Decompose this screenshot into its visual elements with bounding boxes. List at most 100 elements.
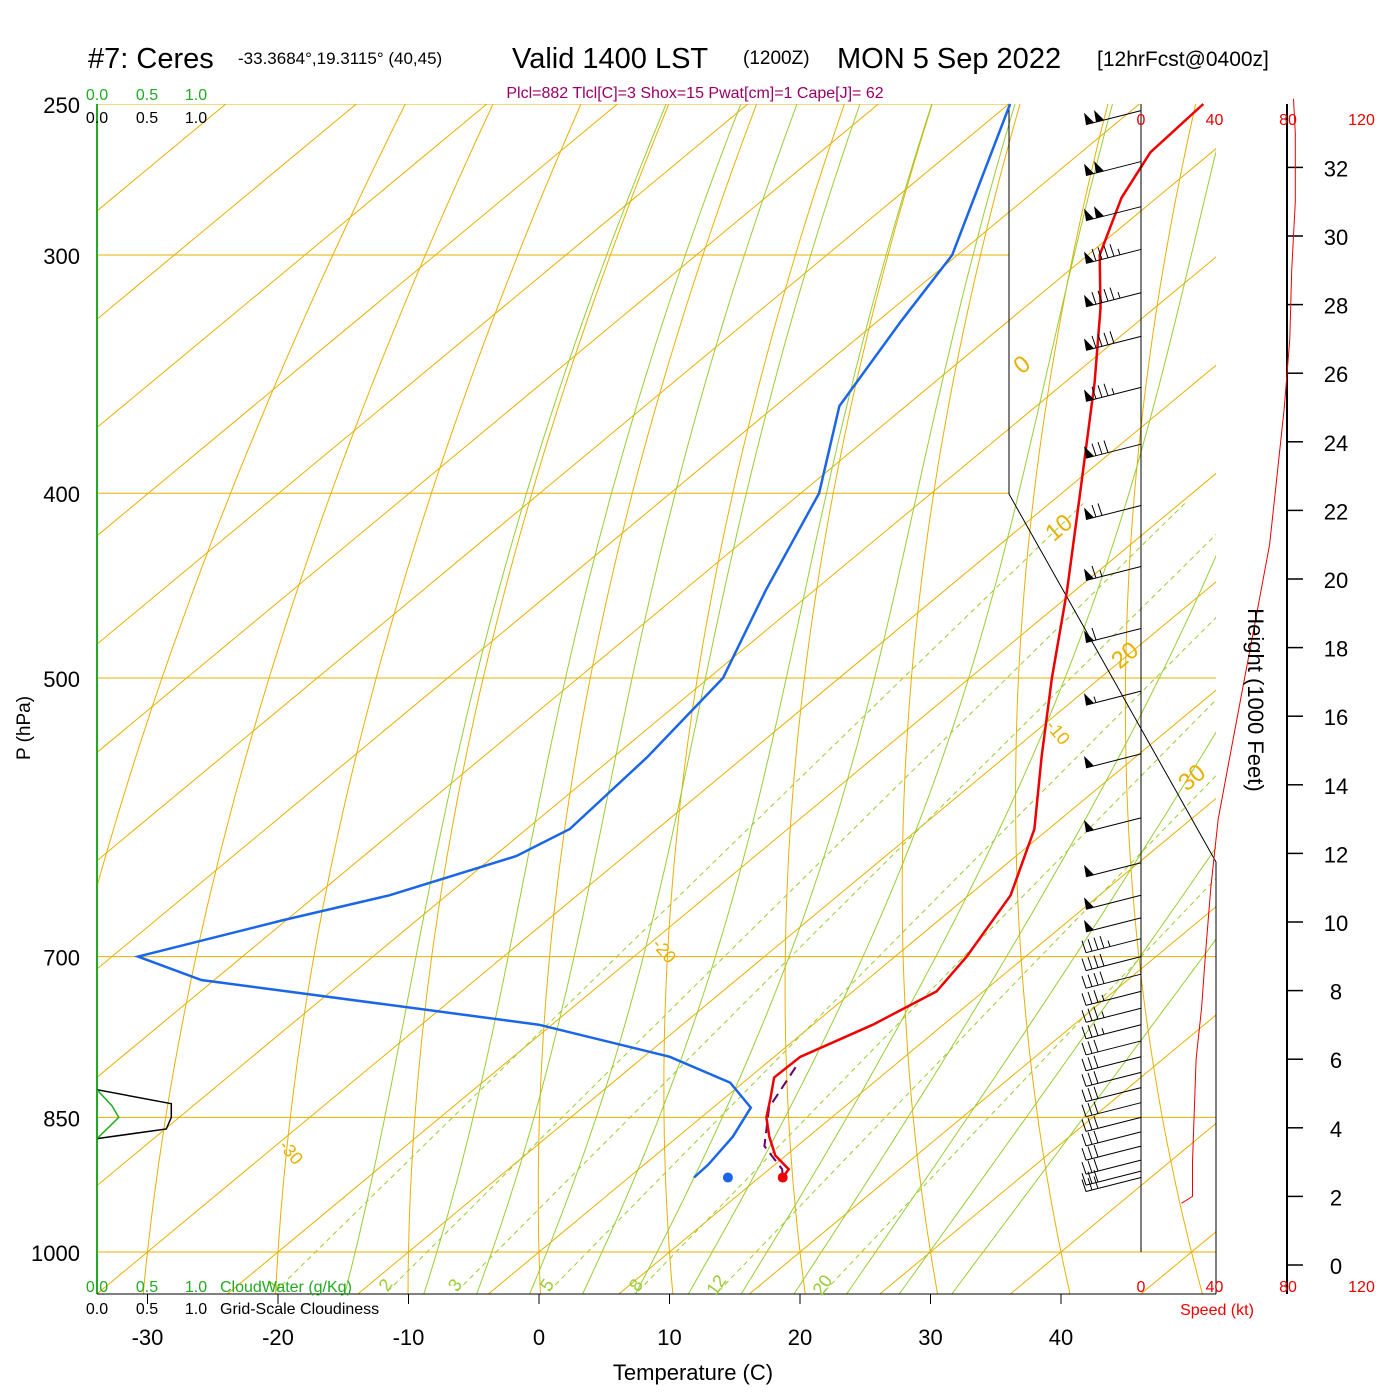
wind-barb-half — [1101, 994, 1105, 1001]
wind-barb-flag — [1084, 568, 1094, 581]
wind-barb-staff — [1085, 938, 1142, 954]
wind-barb — [1081, 1101, 1142, 1118]
wind-barb-full — [1093, 990, 1099, 1003]
wind-barb-flag — [1084, 693, 1094, 706]
wind-barb-full — [1093, 937, 1099, 950]
station-coords: -33.3684°,19.3115° (40,45) — [238, 49, 442, 68]
wind-barb-full — [1081, 940, 1087, 953]
cloudwater-tick-top: 1.0 — [185, 87, 207, 104]
wind-barb-full — [1099, 971, 1105, 984]
cloudiness-tick-top: 1.0 — [185, 110, 207, 127]
wind-barb-half — [1101, 1027, 1105, 1035]
mixing-ratio-label: 12 — [702, 1271, 730, 1299]
wind-barb — [1084, 440, 1142, 459]
wind-barb-staff — [1085, 206, 1142, 222]
isotherm-line — [97, 104, 619, 537]
cloudiness-tick-top: 0.0 — [86, 110, 108, 127]
height-tick-label: 24 — [1324, 431, 1348, 456]
wind-barb-staff — [1085, 990, 1142, 1006]
wind-barb — [1084, 503, 1142, 521]
wind-barb-full — [1099, 935, 1105, 949]
speed-tick-top: 40 — [1206, 112, 1224, 129]
wind-barb-flag — [1084, 251, 1094, 264]
wind-barb-flag — [1084, 819, 1094, 832]
isotherm-line — [97, 256, 1216, 1187]
dry-adiabat-line — [1335, 70, 1400, 1308]
pressure-tick-label: 850 — [43, 1106, 80, 1131]
forecast-label: [12hrFcst@0400z] — [1097, 48, 1269, 71]
valid-time: Valid 1400 LST — [512, 43, 708, 75]
temperature-tick-label: 20 — [788, 1325, 812, 1350]
wind-barb-flag — [1084, 507, 1094, 520]
wind-barb-full — [1087, 1008, 1093, 1021]
wind-barb-staff — [1085, 753, 1142, 769]
temperature-tick-label: -20 — [262, 1325, 294, 1350]
wind-barb-full — [1081, 993, 1087, 1006]
wind-barb-full — [1097, 385, 1103, 398]
wind-barb-staff — [1085, 690, 1142, 706]
isotherm-line — [226, 472, 1216, 1294]
wind-barb-full — [1081, 1179, 1087, 1192]
wind-barb-full — [1087, 1171, 1093, 1184]
temperature-tick-label: 0 — [533, 1325, 545, 1350]
height-tick-label: 32 — [1324, 156, 1348, 181]
cloudiness-profile — [96, 1088, 173, 1140]
wind-barb — [1081, 1130, 1142, 1147]
wind-barb-half — [1107, 940, 1111, 947]
cloudwater-tick-top: 0.5 — [136, 87, 158, 104]
wind-barb-full — [1087, 974, 1093, 987]
pressure-tick-label: 300 — [43, 244, 80, 269]
temperature-trace — [765, 103, 1205, 1179]
wind-barb-staff — [1085, 161, 1142, 177]
wind-barb — [1084, 627, 1142, 644]
wind-barb-staff — [1085, 1145, 1142, 1161]
wind-barb-full — [1093, 1101, 1099, 1114]
moist-adiabat-line — [529, 104, 861, 1294]
wind-barb-flag — [1094, 206, 1104, 219]
wind-barb-full — [1081, 976, 1087, 989]
height-tick-label: 16 — [1324, 705, 1348, 730]
wind-barb-full — [1093, 1086, 1099, 1099]
wind-barb-staff — [1085, 1007, 1142, 1023]
wind-barb-full — [1093, 955, 1099, 968]
isotherm-line — [1254, 70, 1400, 1308]
wind-barb-full — [1093, 1158, 1099, 1172]
wind-barb-full — [1097, 503, 1103, 516]
wind-barb-full — [1081, 1173, 1087, 1186]
mixing-ratio-line — [453, 533, 1216, 1294]
wind-barb-staff — [1085, 1102, 1142, 1118]
height-tick-label: 6 — [1330, 1048, 1342, 1073]
wind-barb — [1081, 1071, 1142, 1087]
wind-barb-flag — [1084, 163, 1094, 176]
isotherm-line — [97, 104, 488, 429]
wind-barb — [1084, 206, 1142, 222]
wind-barb-full — [1081, 1074, 1087, 1087]
wind-speed-profile — [1181, 98, 1296, 1204]
surface-temperature-dot — [777, 1172, 788, 1183]
pressure-tick-label: 500 — [43, 667, 80, 692]
wind-barb-flag — [1084, 389, 1094, 402]
wind-barb — [1084, 917, 1142, 933]
cloudiness-tick-top: 0.5 — [136, 110, 158, 127]
dry-adiabat-line — [275, 104, 582, 1294]
wind-barb-full — [1087, 1160, 1093, 1173]
cloudiness-tick-bottom: 1.0 — [185, 1301, 207, 1318]
isotherm-label: -20 — [648, 934, 680, 967]
wind-barb-full — [1087, 1146, 1093, 1159]
height-tick-label: 18 — [1324, 637, 1348, 662]
wind-barb-staff — [1085, 386, 1142, 402]
temperature-tick-label: -10 — [393, 1325, 425, 1350]
wind-barb — [1084, 753, 1142, 769]
y-axis-title: P (hPa) — [14, 696, 35, 760]
pressure-tick-label: 1000 — [31, 1241, 80, 1266]
isotherm-line — [97, 104, 1010, 862]
wind-barb-staff — [1085, 973, 1142, 989]
wind-barb-full — [1087, 1072, 1093, 1086]
wind-barb-staff — [1085, 110, 1142, 126]
wind-barb-full — [1103, 288, 1109, 302]
isotherm-line — [357, 581, 1216, 1294]
mixing-ratio-line — [634, 699, 1216, 1294]
moist-adiabat-line — [634, 104, 1016, 1294]
